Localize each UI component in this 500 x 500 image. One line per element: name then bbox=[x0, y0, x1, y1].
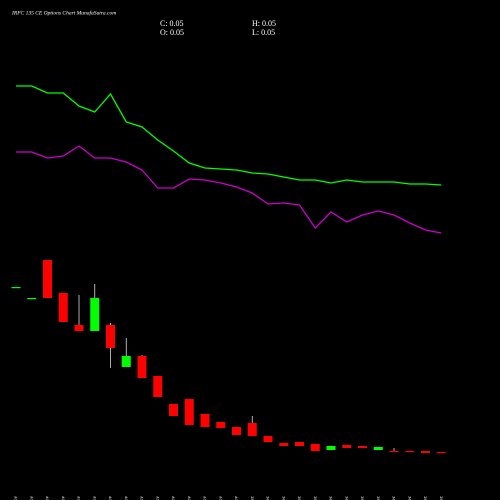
candle-body bbox=[421, 451, 430, 453]
candle-body bbox=[11, 287, 21, 289]
candle-body bbox=[74, 325, 84, 331]
candle-body bbox=[232, 427, 241, 435]
x-tick-label: 10 Dec bbox=[361, 495, 366, 500]
candle-body bbox=[295, 442, 304, 446]
x-tick-label: 03 Dec bbox=[282, 495, 287, 500]
x-tick-label: 11 Dec bbox=[376, 495, 381, 500]
candle-body bbox=[137, 356, 147, 378]
x-tick-label: 25 Nov bbox=[187, 496, 192, 500]
x-tick-label: 12 Nov bbox=[46, 496, 51, 500]
x-tick-label: 17 Dec bbox=[439, 495, 444, 500]
x-tick-label: 21 Nov bbox=[156, 496, 161, 500]
candle-body bbox=[216, 422, 226, 428]
candle-body bbox=[169, 404, 178, 416]
candle-body bbox=[184, 399, 194, 425]
high-label: H: 0.05 bbox=[252, 19, 276, 28]
candle-body bbox=[153, 376, 163, 397]
open-label: O: 0.05 bbox=[160, 28, 184, 37]
close-label: C: 0.05 bbox=[160, 19, 184, 28]
candle-body bbox=[247, 423, 257, 436]
x-tick-label: 27 Nov bbox=[219, 496, 224, 500]
x-tick-label: 14 Nov bbox=[77, 496, 82, 500]
candle-body bbox=[326, 446, 336, 450]
x-tick-label: 24 Nov bbox=[172, 496, 177, 500]
x-tick-label: 26 Nov bbox=[203, 496, 208, 500]
x-tick-label: 17 Nov bbox=[93, 496, 98, 500]
candle-body bbox=[263, 436, 273, 442]
candle-body bbox=[405, 451, 415, 453]
candle-body bbox=[436, 452, 446, 454]
x-tick-label: 16 Dec bbox=[424, 495, 429, 500]
candle-body bbox=[358, 446, 367, 448]
candle-body bbox=[106, 325, 115, 348]
moving-average-line bbox=[16, 145, 442, 234]
low-label: L: 0.05 bbox=[252, 28, 275, 37]
x-tick-label: 28 Nov bbox=[235, 496, 240, 500]
x-tick-label: 02 Dec bbox=[266, 495, 271, 500]
moving-average-line bbox=[16, 85, 442, 186]
x-tick-label: 08 Dec bbox=[329, 495, 334, 500]
x-tick-label: 01 Dec bbox=[250, 495, 255, 500]
candle-body bbox=[389, 451, 399, 453]
x-tick-label: 18 Nov bbox=[109, 496, 114, 500]
candle-body bbox=[121, 356, 131, 367]
x-tick-label: 05 Dec bbox=[313, 495, 318, 500]
candle-body bbox=[90, 298, 100, 331]
candle-body bbox=[342, 445, 352, 448]
x-tick-label: 20 Nov bbox=[140, 496, 145, 500]
x-tick-label: 10 Nov bbox=[14, 496, 19, 500]
candle-body bbox=[58, 293, 68, 322]
candle-body bbox=[373, 447, 383, 450]
x-tick-label: 11 Nov bbox=[30, 496, 35, 500]
x-tick-label: 04 Dec bbox=[298, 495, 303, 500]
candle-body bbox=[310, 444, 320, 451]
chart-title: IRFC 135 CE Options Chart MunafaSutra.co… bbox=[11, 9, 116, 16]
candle-body bbox=[279, 443, 289, 446]
x-tick-label: 09 Dec bbox=[345, 495, 350, 500]
candle-body bbox=[200, 414, 210, 427]
candle-body bbox=[27, 298, 37, 300]
x-tick-label: 15 Dec bbox=[408, 495, 413, 500]
x-tick-label: 12 Dec bbox=[392, 495, 397, 500]
candle-body bbox=[43, 260, 52, 298]
x-tick-label: 19 Nov bbox=[124, 496, 129, 500]
x-tick-label: 13 Nov bbox=[61, 496, 66, 500]
